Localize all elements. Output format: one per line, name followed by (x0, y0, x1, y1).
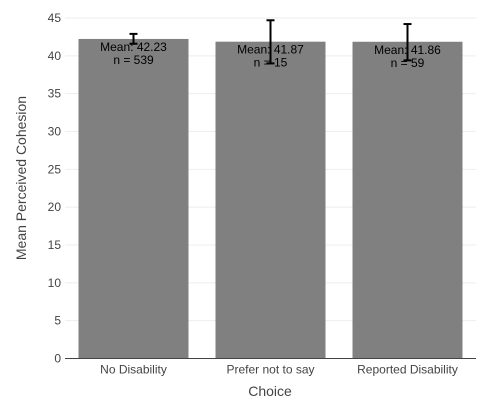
y-tick-label: 10 (48, 276, 62, 290)
x-tick-label: Reported Disability (357, 363, 458, 377)
bar-data-label: Mean: 41.87 (237, 43, 304, 57)
y-axis-title: Mean Perceived Cohesion (13, 96, 29, 260)
y-tick-label: 25 (48, 162, 62, 176)
y-tick-label: 30 (48, 125, 62, 139)
bar-labels: Mean: 42.23n = 539 Mean: 41.87n = 15 Mean:… (100, 40, 441, 70)
bars (78, 38, 463, 359)
error-bar (266, 19, 275, 65)
bar-data-label: n = 539 (113, 53, 154, 67)
bar-data-label: n = 59 (391, 56, 425, 70)
x-tick-label: Prefer not to say (226, 363, 314, 377)
y-tick-label: 35 (48, 87, 62, 101)
y-tick-label: 15 (48, 238, 62, 252)
error-bar (129, 32, 138, 45)
y-tick-label: 45 (48, 11, 62, 25)
x-tick-labels: No Disability Prefer not to say Reported D… (100, 363, 458, 377)
y-tick-label: 20 (48, 200, 62, 214)
x-tick-label: No Disability (100, 363, 167, 377)
y-tick-labels: 0 5 10 15 20 25 30 35 40 45 (48, 11, 62, 366)
bar (78, 38, 189, 359)
bar-data-label: Mean: 41.86 (374, 43, 441, 57)
bar (215, 41, 326, 359)
error-bar (403, 23, 412, 62)
x-axis-title: Choice (248, 383, 292, 399)
bar (352, 41, 463, 359)
bar-data-label: n = 15 (254, 56, 288, 70)
y-tick-label: 40 (48, 49, 62, 63)
error-bars (129, 19, 412, 65)
y-tick-label: 5 (54, 314, 61, 328)
y-tick-label: 0 (54, 352, 61, 366)
bar-data-label: Mean: 42.23 (100, 40, 167, 54)
